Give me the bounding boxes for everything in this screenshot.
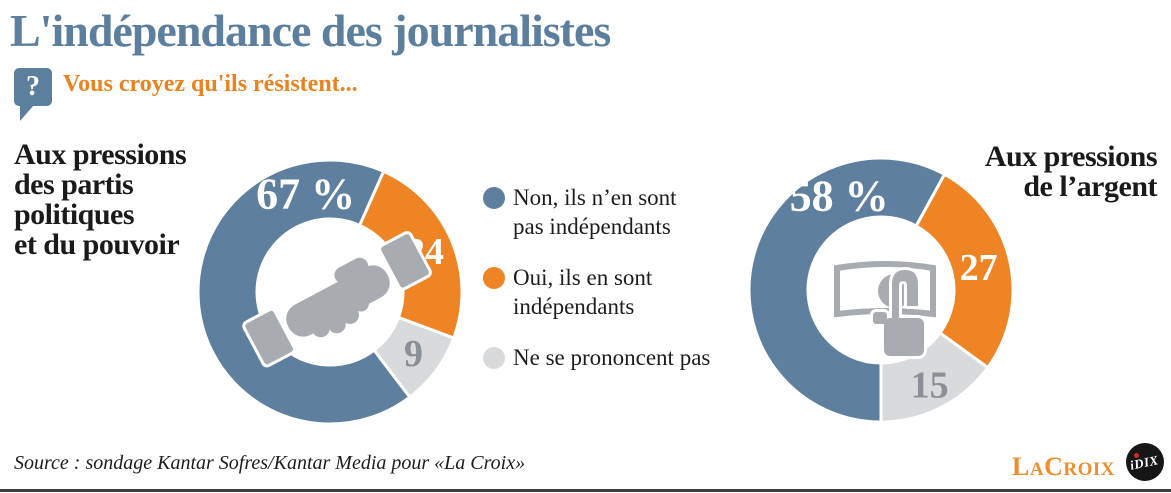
- slice-label-1-2: 15: [911, 364, 949, 406]
- speech-bubble-tail: [20, 105, 34, 121]
- page-title: L'indépendance des journalistes: [10, 5, 611, 56]
- donut-slice-0-2: [372, 315, 456, 399]
- idix-logo: iDIX: [1126, 443, 1164, 481]
- lacroix-logo: LACROIX: [1012, 452, 1115, 481]
- left-chart-title: Aux pressions des partis politiques et d…: [14, 138, 187, 261]
- handshake-icon: [242, 231, 432, 368]
- survey-question: Vous croyez qu'ils résistent...: [63, 71, 358, 97]
- donut-chart-money: 58 % 27 15: [747, 156, 1015, 424]
- slice-label-0-2: 9: [404, 333, 423, 375]
- banknote-hand-icon: [834, 261, 936, 359]
- banknote-outline: [834, 261, 936, 318]
- bottom-rule: [0, 489, 1171, 492]
- legend-dot-nsp: [483, 347, 505, 369]
- donut-chart-politics: 67 % 24 9: [196, 158, 464, 426]
- legend-item-non: Non, ils n’en sont pas indépendants: [483, 183, 677, 241]
- legend-dot-oui: [483, 267, 505, 289]
- hand-shape: [870, 267, 927, 359]
- slice-label-0-0: 67 %: [256, 170, 355, 219]
- idix-red-dot: [1134, 453, 1139, 458]
- donut-ring-politics: 67 %249: [196, 158, 464, 426]
- question-mark-glyph: ?: [26, 71, 40, 102]
- right-chart-title: Aux pressions de l’argent: [984, 140, 1158, 203]
- source-credit: Source : sondage Kantar Sofres/Kantar Me…: [14, 452, 526, 474]
- slice-label-1-1: 27: [960, 247, 998, 289]
- legend-item-nsp: Ne se prononcent pas: [483, 343, 710, 372]
- question-mark-icon: ?: [14, 68, 52, 121]
- legend-dot-non: [483, 187, 505, 209]
- donut-slice-1-1: [914, 172, 1015, 370]
- legend-item-oui: Oui, ils en sont indépendants: [483, 263, 652, 321]
- donut-ring-money: 58 % 27 15: [747, 156, 1015, 424]
- slice-label-1-0: 58 %: [790, 171, 889, 220]
- donut-slice-1-0: [747, 156, 947, 424]
